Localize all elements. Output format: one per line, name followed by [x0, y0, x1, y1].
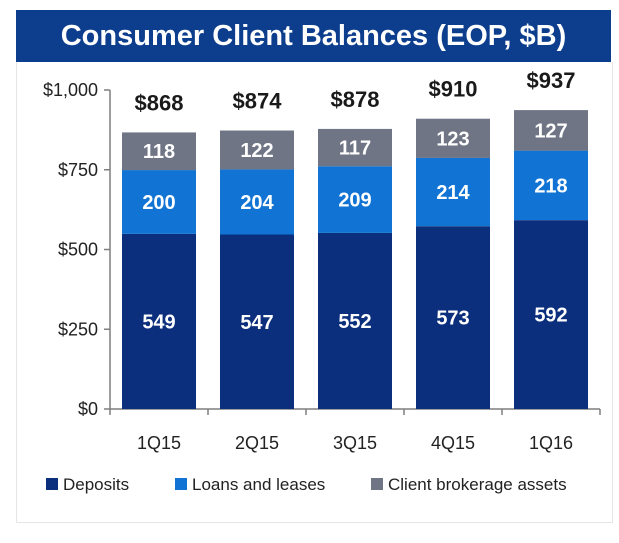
segment-value-label: 549	[142, 311, 175, 333]
bar-segment	[122, 132, 196, 171]
legend-label: Deposits	[63, 475, 129, 494]
bar-segment	[514, 150, 588, 221]
total-value-label: $910	[429, 77, 478, 102]
bar-segment	[122, 170, 196, 234]
legend-label: Loans and leases	[192, 475, 325, 494]
y-tick-label: $250	[58, 319, 98, 339]
segment-value-label: 117	[339, 138, 371, 160]
segment-value-label: 123	[436, 128, 469, 150]
bar-segment	[318, 232, 392, 409]
chart-area	[16, 62, 613, 523]
x-category-label: 3Q15	[333, 433, 377, 453]
bar-segment	[416, 118, 490, 158]
segment-value-label: 547	[240, 312, 273, 334]
bar-segment	[416, 226, 490, 409]
title-bar: Consumer Client Balances (EOP, $B)	[16, 10, 611, 62]
x-category-label: 1Q16	[529, 433, 573, 453]
segment-value-label: 218	[534, 175, 567, 197]
legend-label: Client brokerage assets	[388, 475, 567, 494]
total-value-label: $937	[527, 68, 576, 93]
x-category-label: 1Q15	[137, 433, 181, 453]
total-value-label: $878	[331, 87, 380, 112]
legend-swatch	[46, 478, 58, 490]
segment-value-label: 552	[338, 311, 371, 333]
bar-segment	[514, 220, 588, 409]
segment-value-label: 118	[143, 141, 175, 163]
segment-value-label: 592	[534, 305, 567, 327]
bar-segment	[416, 157, 490, 227]
segment-value-label: 127	[534, 120, 567, 142]
bar-segment	[122, 233, 196, 409]
segment-value-label: 200	[142, 192, 175, 214]
y-tick-label: $1,000	[43, 80, 98, 100]
segment-value-label: 209	[338, 190, 371, 212]
y-tick-label: $0	[78, 399, 98, 419]
legend-swatch	[371, 478, 383, 490]
segment-value-label: 573	[436, 308, 469, 330]
segment-value-label: 204	[240, 192, 274, 214]
total-value-label: $874	[233, 89, 283, 114]
y-tick-label: $500	[58, 240, 98, 260]
x-category-label: 2Q15	[235, 433, 279, 453]
bar-segment	[318, 128, 392, 167]
segment-value-label: 122	[240, 140, 273, 162]
bar-segment	[220, 234, 294, 409]
bar-segment	[220, 130, 294, 170]
y-tick-label: $750	[58, 160, 98, 180]
bar-segment	[318, 166, 392, 233]
x-category-label: 4Q15	[431, 433, 475, 453]
legend-swatch	[175, 478, 187, 490]
bar-segment	[220, 169, 294, 235]
chart-title: Consumer Client Balances (EOP, $B)	[60, 19, 567, 52]
bar-segment	[514, 110, 588, 151]
segment-value-label: 214	[436, 182, 470, 204]
total-value-label: $868	[135, 90, 184, 115]
